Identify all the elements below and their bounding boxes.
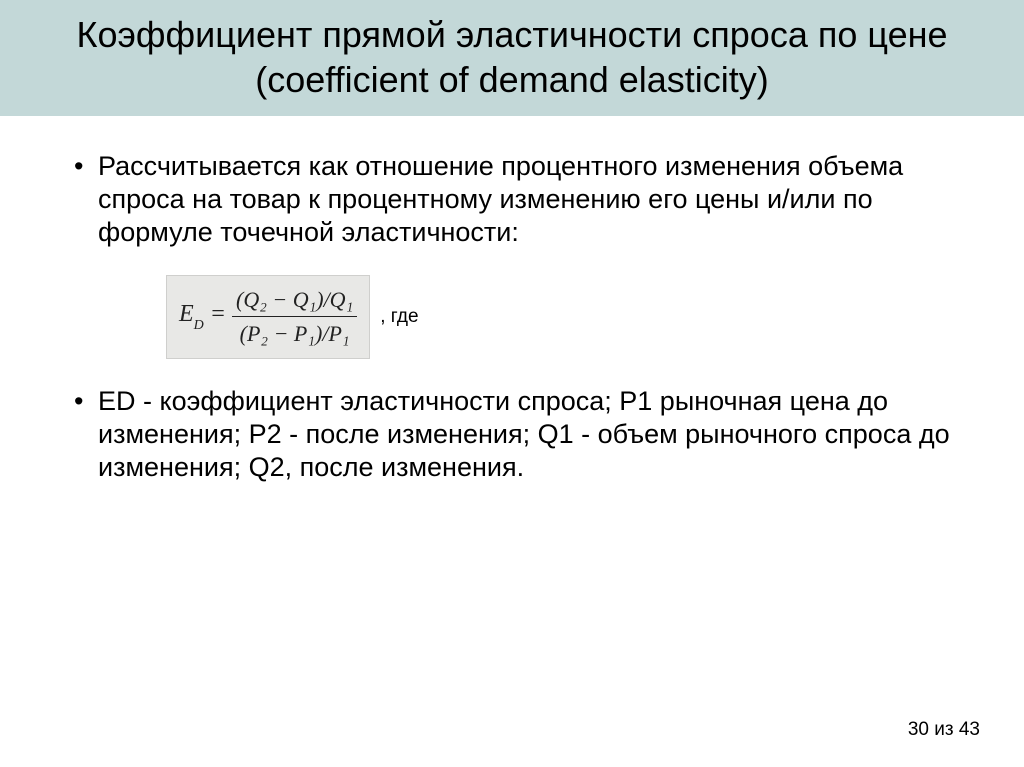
formula-lhs: ED = bbox=[179, 301, 226, 332]
page-sep: из bbox=[929, 719, 959, 740]
fraction-bar bbox=[232, 316, 357, 317]
bullet-item: ED - коэффициент эластичности спроса; P1… bbox=[70, 385, 964, 484]
where-label: , где bbox=[380, 306, 418, 328]
bullet-item: Рассчитывается как отношение процентного… bbox=[70, 150, 964, 249]
slide: Коэффициент прямой эластичности спроса п… bbox=[0, 0, 1024, 767]
slide-content: Рассчитывается как отношение процентного… bbox=[0, 116, 1024, 484]
bullet-text: ED - коэффициент эластичности спроса; P1… bbox=[98, 386, 950, 482]
formula-lhs-base: E bbox=[179, 301, 194, 327]
bullet-list-2: ED - коэффициент эластичности спроса; P1… bbox=[70, 385, 964, 484]
bullet-list: Рассчитывается как отношение процентного… bbox=[70, 150, 964, 249]
formula-row: ED = (Q₂ − Q₁)/Q₁ (P₂ − P₁)/P₁ , где bbox=[166, 275, 964, 359]
page-total: 43 bbox=[959, 719, 980, 740]
fraction-numerator: (Q₂ − Q₁)/Q₁ bbox=[232, 286, 357, 314]
slide-title: Коэффициент прямой эластичности спроса п… bbox=[40, 12, 984, 102]
bullet-text: Рассчитывается как отношение процентного… bbox=[98, 151, 903, 247]
title-band: Коэффициент прямой эластичности спроса п… bbox=[0, 0, 1024, 116]
equals-sign: = bbox=[204, 301, 226, 327]
formula-box: ED = (Q₂ − Q₁)/Q₁ (P₂ − P₁)/P₁ bbox=[166, 275, 370, 359]
page-counter: 30 из 43 bbox=[908, 719, 980, 741]
page-current: 30 bbox=[908, 719, 929, 740]
formula-lhs-sub: D bbox=[194, 318, 204, 333]
fraction-denominator: (P₂ − P₁)/P₁ bbox=[236, 320, 354, 348]
fraction: (Q₂ − Q₁)/Q₁ (P₂ − P₁)/P₁ bbox=[232, 286, 357, 348]
